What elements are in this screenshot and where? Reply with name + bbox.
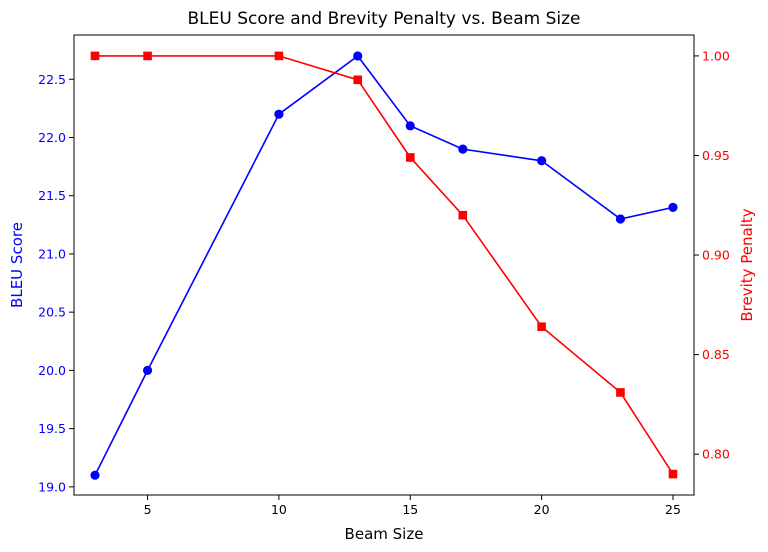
series-line (95, 55, 674, 475)
series-layer (90, 51, 678, 480)
left-y-axis-ticks: 19.0 19.5 20.0 20.5 21.0 21.5 22.0 22.5 (38, 72, 74, 494)
series-left-axis (90, 51, 678, 480)
data-point-square (90, 51, 100, 61)
data-point-circle (668, 202, 678, 212)
x-tick-label: 25 (665, 502, 681, 517)
left-y-axis-label: BLEU Score (8, 222, 26, 308)
data-point-circle (353, 51, 363, 61)
x-axis-label: Beam Size (345, 525, 424, 543)
right-y-tick-label: 1.00 (702, 48, 730, 63)
data-point-square (458, 210, 468, 220)
data-point-square (274, 51, 284, 61)
left-y-tick-label: 21.0 (38, 246, 66, 261)
chart-title: BLEU Score and Brevity Penalty vs. Beam … (187, 9, 580, 29)
left-y-tick-label: 19.0 (38, 479, 66, 494)
x-axis-ticks: 5 10 15 20 25 (144, 495, 681, 517)
x-tick-label: 20 (534, 502, 550, 517)
data-point-circle (274, 109, 284, 119)
left-y-tick-label: 21.5 (38, 188, 66, 203)
data-point-circle (458, 144, 468, 154)
left-y-tick-label: 20.0 (38, 363, 66, 378)
left-y-tick-label: 22.0 (38, 130, 66, 145)
left-y-tick-label: 20.5 (38, 305, 66, 320)
data-point-circle (405, 121, 415, 131)
data-point-square (143, 51, 152, 61)
right-y-axis-label: Brevity Penalty (738, 208, 756, 321)
plot-area-frame (73, 34, 695, 496)
right-y-axis-ticks: 0.80 0.85 0.90 0.95 1.00 (694, 48, 730, 462)
left-y-tick-label: 19.5 (38, 421, 66, 436)
left-y-tick-label: 22.5 (38, 72, 66, 87)
data-point-circle (90, 470, 100, 480)
x-tick-label: 15 (402, 502, 418, 517)
data-point-square (668, 469, 678, 479)
x-tick-label: 5 (144, 502, 152, 517)
series-right-axis (90, 51, 678, 479)
data-point-square (405, 153, 415, 162)
right-y-tick-label: 0.80 (702, 447, 730, 462)
right-y-tick-label: 0.95 (702, 148, 730, 163)
x-tick-label: 10 (271, 502, 287, 517)
data-point-circle (615, 214, 626, 224)
data-point-square (616, 388, 625, 397)
data-point-square (537, 322, 546, 332)
data-point-circle (537, 156, 547, 166)
data-point-circle (142, 365, 153, 375)
right-y-tick-label: 0.85 (702, 347, 730, 362)
right-y-tick-label: 0.90 (702, 248, 730, 263)
data-point-square (353, 75, 363, 85)
